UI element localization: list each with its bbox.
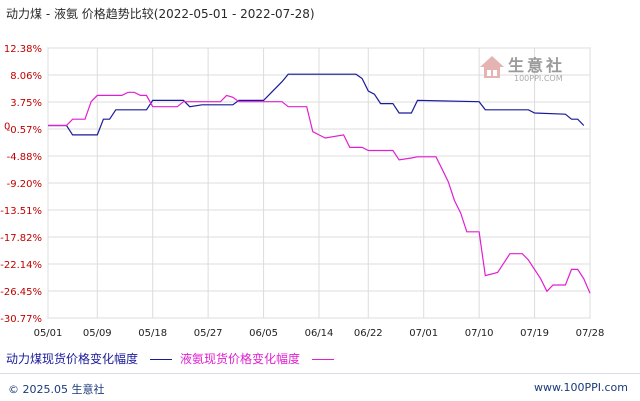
x-tick-label: 06/22 xyxy=(354,328,383,339)
y-tick-label: -26.45% xyxy=(0,287,42,298)
chart-grid xyxy=(47,47,591,319)
x-tick-label: 05/09 xyxy=(83,328,112,339)
legend: 动力煤现货价格变化幅度 液氨现货价格变化幅度 xyxy=(6,350,342,367)
y-tick-label: -22.14% xyxy=(0,260,42,271)
y-tick-label: 8.06% xyxy=(10,71,42,82)
legend-coal-line xyxy=(150,359,173,360)
copyright-text: © 2025.05 生意社 xyxy=(8,383,105,396)
x-tick-label: 06/14 xyxy=(305,328,334,339)
house-logo-icon xyxy=(480,56,504,78)
y-tick-label: -4.88% xyxy=(7,152,42,163)
y-tick-label: -0.57% xyxy=(7,125,42,136)
y-tick-label: -9.20% xyxy=(7,179,42,190)
x-tick-label: 07/10 xyxy=(465,328,494,339)
y-tick-label: 12.38% xyxy=(4,44,42,55)
x-tick-label: 05/18 xyxy=(138,328,167,339)
watermark: 生意社 100PPI.COM xyxy=(478,52,578,88)
legend-coal-label: 动力煤现货价格变化幅度 xyxy=(6,352,139,366)
y-tick-label: -30.77% xyxy=(0,314,42,325)
series-lines xyxy=(48,73,591,294)
y-tick-label: -17.82% xyxy=(0,233,42,244)
x-tick-label: 07/19 xyxy=(520,328,549,339)
legend-ammonia-line xyxy=(312,359,335,360)
series-line-coal xyxy=(48,73,585,136)
x-tick-label: 07/01 xyxy=(409,328,438,339)
y-axis-ticks: 12.38% 8.06% 3.75% -0.57% -4.88% -9.20% -13.51… xyxy=(0,44,42,325)
chart-title: 动力煤 - 液氨 价格趋势比较(2022-05-01 - 2022-07-28) xyxy=(6,7,315,21)
site-link[interactable]: www.100PPI.com xyxy=(534,381,628,394)
y-tick-label: -13.51% xyxy=(0,206,42,217)
x-axis-ticks: 05/01 05/09 05/18 05/27 06/05 06/14 06/22 07/01… xyxy=(34,328,605,339)
x-tick-label: 06/05 xyxy=(249,328,278,339)
series-line-ammonia xyxy=(48,91,591,294)
x-tick-label: 07/28 xyxy=(576,328,605,339)
footer: © 2025.05 生意社 www.100PPI.com xyxy=(0,373,640,401)
x-tick-label: 05/01 xyxy=(34,328,63,339)
legend-ammonia-label: 液氨现货价格变化幅度 xyxy=(180,352,301,366)
y-tick-label: 3.75% xyxy=(10,98,42,109)
x-tick-label: 05/27 xyxy=(194,328,223,339)
line-chart: 12.38% 8.06% 3.75% -0.57% -4.88% -9.20% -13.51… xyxy=(0,44,605,339)
zero-label: 0 xyxy=(4,121,10,132)
watermark-subtext: 100PPI.COM xyxy=(514,74,563,83)
watermark-text: 生意社 xyxy=(508,56,566,75)
